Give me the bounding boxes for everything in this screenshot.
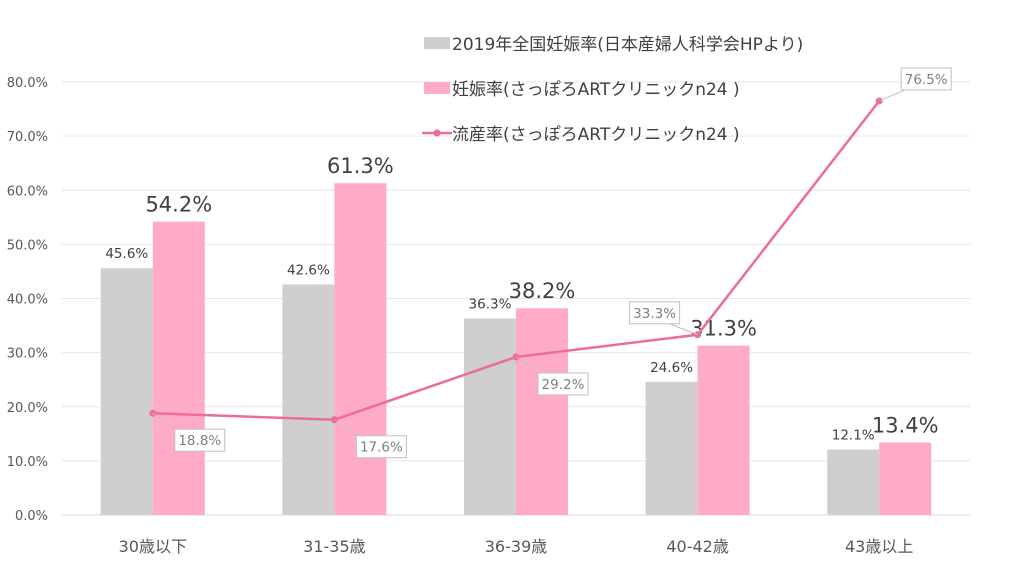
legend-marker bbox=[433, 129, 441, 137]
legend-swatch bbox=[424, 37, 450, 49]
y-tick-label: 70.0% bbox=[7, 130, 48, 145]
y-tick-label: 20.0% bbox=[7, 401, 48, 416]
gridlines bbox=[62, 81, 970, 516]
legend: 2019年全国妊娠率(日本産婦人科学会HPより) 妊娠率(さっぽろARTクリニック… bbox=[422, 35, 803, 145]
bar-data-label: 42.6% bbox=[287, 262, 330, 278]
legend-swatch bbox=[424, 82, 450, 94]
bar-data-label: 36.3% bbox=[469, 297, 512, 313]
bar bbox=[697, 345, 750, 515]
line-series: 18.8% 17.6% 29.2% 33.3% 76.5% bbox=[149, 67, 952, 459]
y-tick-label: 10.0% bbox=[7, 455, 48, 470]
x-axis: 30歳以下 31-35歳 36-39歳 40-42歳 43歳以上 bbox=[119, 537, 914, 556]
label-leader-line bbox=[334, 419, 361, 439]
bar bbox=[827, 449, 880, 515]
y-tick-label: 60.0% bbox=[7, 184, 48, 199]
y-tick-label: 50.0% bbox=[7, 238, 48, 253]
legend-label: 妊娠率(さっぽろARTクリニックn24 ) bbox=[452, 80, 740, 100]
bar-labels: 45.6% 42.6% 36.3% 24.6% 12.1% 54.2% 61.3% 38.2%… bbox=[105, 154, 938, 443]
bar-data-label: 12.1% bbox=[832, 428, 875, 444]
line-data-label: 76.5% bbox=[905, 72, 948, 88]
y-tick-label: 0.0% bbox=[15, 509, 48, 524]
line-label-box bbox=[900, 67, 952, 91]
y-tick-label: 80.0% bbox=[7, 76, 48, 91]
bar bbox=[516, 308, 568, 515]
line-data-label: 33.3% bbox=[633, 306, 676, 322]
x-tick-label: 36-39歳 bbox=[485, 537, 548, 556]
y-axis: 0.0% 10.0% 20.0% 30.0% 40.0% 50.0% 60.0% 70.0% 8… bbox=[7, 76, 48, 524]
bar bbox=[152, 221, 205, 515]
line-data-label: 18.8% bbox=[178, 433, 221, 449]
line-label-box bbox=[537, 372, 589, 396]
bar-data-label: 38.2% bbox=[509, 279, 576, 303]
y-tick-label: 40.0% bbox=[7, 293, 48, 308]
x-tick-label: 40-42歳 bbox=[666, 537, 729, 556]
bar bbox=[645, 381, 698, 515]
bar-data-label: 54.2% bbox=[145, 193, 212, 217]
bar-data-label: 61.3% bbox=[327, 154, 394, 178]
line-label-box bbox=[629, 301, 681, 325]
label-leader-line bbox=[879, 89, 906, 102]
label-leader-line bbox=[152, 412, 180, 432]
bar bbox=[879, 442, 932, 515]
legend-label: 流産率(さっぽろARTクリニックn24 ) bbox=[452, 125, 740, 145]
legend-label: 2019年全国妊娠率(日本産婦人科学会HPより) bbox=[452, 35, 803, 55]
label-leader-line bbox=[669, 323, 698, 336]
x-tick-label: 30歳以下 bbox=[119, 537, 187, 556]
bar-data-label: 45.6% bbox=[105, 246, 148, 262]
bar bbox=[282, 284, 335, 515]
y-tick-label: 30.0% bbox=[7, 347, 48, 362]
line-data-label: 17.6% bbox=[360, 440, 403, 456]
bar bbox=[100, 268, 153, 515]
bars bbox=[100, 183, 932, 515]
bar bbox=[334, 183, 387, 515]
line-label-box bbox=[174, 428, 226, 452]
x-tick-label: 43歳以上 bbox=[845, 537, 913, 556]
line-label-box bbox=[355, 435, 407, 459]
bar-data-label: 24.6% bbox=[650, 360, 693, 376]
bar-data-label: 13.4% bbox=[872, 413, 939, 437]
bar bbox=[464, 318, 516, 515]
label-leader-line bbox=[515, 356, 543, 376]
x-tick-label: 31-35歳 bbox=[303, 537, 366, 556]
line-data-label: 29.2% bbox=[542, 377, 585, 393]
